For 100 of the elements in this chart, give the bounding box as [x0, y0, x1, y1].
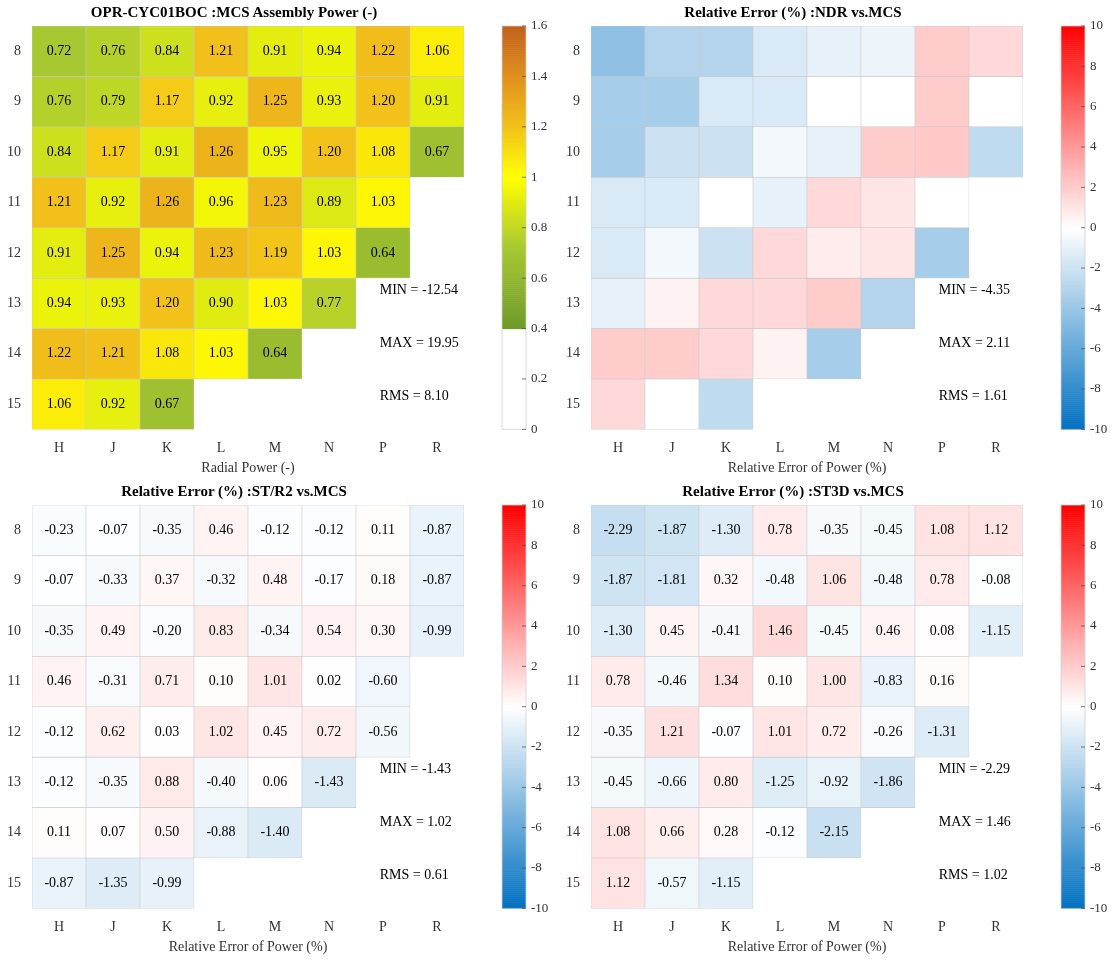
- data-label: -0.99: [152, 874, 182, 890]
- data-label: 0.50: [154, 824, 180, 840]
- data-label: -0.12: [314, 521, 344, 537]
- data-label: 0.11: [371, 521, 395, 537]
- data-label: -0.66: [657, 774, 687, 790]
- data-label: 0.93: [100, 295, 126, 311]
- annotation: RMS = 1.02: [938, 867, 1008, 883]
- color-bar-label: 2: [1090, 178, 1097, 194]
- data-label: 1.25: [100, 244, 126, 260]
- x-axis-title: Radial Power (-): [201, 460, 295, 477]
- data-label: 1.34: [713, 673, 739, 689]
- y-tick-label: 9: [14, 572, 21, 588]
- data-label: -1.30: [603, 622, 633, 638]
- annotation: MIN = -1.43: [379, 761, 452, 777]
- y-tick-label: 8: [14, 42, 21, 58]
- data-label: -0.92: [819, 774, 849, 790]
- data-label: 0.18: [370, 572, 396, 588]
- y-tick-label: 11: [7, 673, 21, 689]
- data-label: 1.08: [929, 521, 955, 537]
- color-bar-label: 10: [1090, 17, 1103, 33]
- color-bar-label: -6: [1090, 819, 1102, 835]
- color-bar-label: 0: [531, 698, 538, 714]
- color-bar-label: 0: [1090, 219, 1097, 235]
- y-tick-label: 9: [14, 93, 21, 109]
- y-tick-label: 11: [566, 194, 580, 210]
- data-label: 1.20: [316, 143, 342, 159]
- data-label: 0.66: [659, 824, 685, 840]
- data-label: 0.78: [767, 521, 793, 537]
- data-label: 1.46: [767, 622, 793, 638]
- x-tick-label: N: [323, 919, 335, 935]
- data-label: 0.02: [316, 673, 342, 689]
- data-label: -2.15: [819, 824, 849, 840]
- data-label: -0.87: [44, 874, 74, 890]
- data-label: 0.64: [262, 345, 288, 361]
- x-tick-label: M: [827, 919, 841, 935]
- data-label: 0.77: [316, 295, 342, 311]
- data-label: -0.35: [152, 521, 182, 537]
- x-tick-label: R: [432, 440, 443, 456]
- x-tick-label: N: [882, 440, 894, 456]
- data-label: -0.83: [873, 673, 903, 689]
- annotation: MIN = -2.29: [938, 761, 1011, 777]
- x-tick-label: K: [161, 919, 173, 935]
- x-tick-label: M: [268, 440, 282, 456]
- y-tick-label: 14: [566, 345, 580, 361]
- data-label: 0.84: [154, 42, 180, 58]
- color-bar-label: 6: [1090, 98, 1097, 114]
- y-tick-label: 11: [7, 194, 21, 210]
- color-bar-label: 0.2: [531, 370, 548, 386]
- data-label: -0.35: [819, 521, 849, 537]
- data-label: 0.07: [100, 824, 126, 840]
- data-label: -0.45: [603, 774, 633, 790]
- data-label: -1.31: [927, 723, 957, 739]
- x-axis-title: Relative Error of Power (%): [727, 460, 887, 477]
- color-bar-label: 0: [1090, 698, 1097, 714]
- color-bar-label: 1.2: [531, 118, 548, 134]
- data-label: -1.15: [981, 622, 1011, 638]
- color-bar-label: 6: [1090, 577, 1097, 593]
- data-label: 1.20: [154, 295, 180, 311]
- data-label: 0.67: [424, 143, 450, 159]
- data-label: -0.07: [711, 723, 741, 739]
- y-tick-label: 9: [573, 93, 580, 109]
- data-label: 0.67: [154, 395, 180, 411]
- color-bar-label: 1: [531, 168, 538, 184]
- data-label: -0.23: [44, 521, 74, 537]
- y-tick-label: 10: [566, 143, 580, 159]
- data-label: -0.12: [44, 723, 74, 739]
- data-label: 0.91: [154, 143, 180, 159]
- data-label: 1.26: [154, 194, 180, 210]
- color-bar-label: -10: [531, 899, 549, 915]
- data-label: -1.35: [98, 874, 128, 890]
- color-bar-label: 4: [531, 617, 538, 633]
- data-label: 1.08: [154, 345, 180, 361]
- x-tick-label: L: [216, 919, 226, 935]
- data-label: 0.45: [659, 622, 685, 638]
- data-label: 1.23: [208, 244, 234, 260]
- data-label: -0.31: [98, 673, 128, 689]
- color-bar-label: -4: [531, 778, 543, 794]
- data-label: 1.25: [262, 93, 288, 109]
- x-tick-label: P: [938, 919, 947, 935]
- y-tick-label: 9: [573, 572, 580, 588]
- annotation: MIN = -4.35: [938, 282, 1011, 298]
- data-label: 1.21: [46, 194, 72, 210]
- data-label: -0.20: [152, 622, 182, 638]
- x-tick-label: M: [827, 440, 841, 456]
- data-label: 1.21: [659, 723, 685, 739]
- color-bar-label: 4: [1090, 138, 1097, 154]
- data-label: -0.40: [206, 774, 236, 790]
- data-label: -1.40: [260, 824, 290, 840]
- data-label: -0.35: [98, 774, 128, 790]
- chart-title: OPR-CYC01BOC :MCS Assembly Power (-): [90, 3, 378, 21]
- x-tick-label: H: [612, 440, 624, 456]
- data-label: 1.12: [605, 874, 631, 890]
- y-tick-label: 10: [7, 622, 21, 638]
- annotation: MIN = -12.54: [379, 282, 459, 298]
- x-tick-label: J: [110, 919, 117, 935]
- data-label: -0.56: [368, 723, 398, 739]
- data-label: 0.92: [100, 194, 126, 210]
- data-label: -0.35: [44, 622, 74, 638]
- color-bar-label: -6: [531, 819, 543, 835]
- data-label: 0.62: [100, 723, 126, 739]
